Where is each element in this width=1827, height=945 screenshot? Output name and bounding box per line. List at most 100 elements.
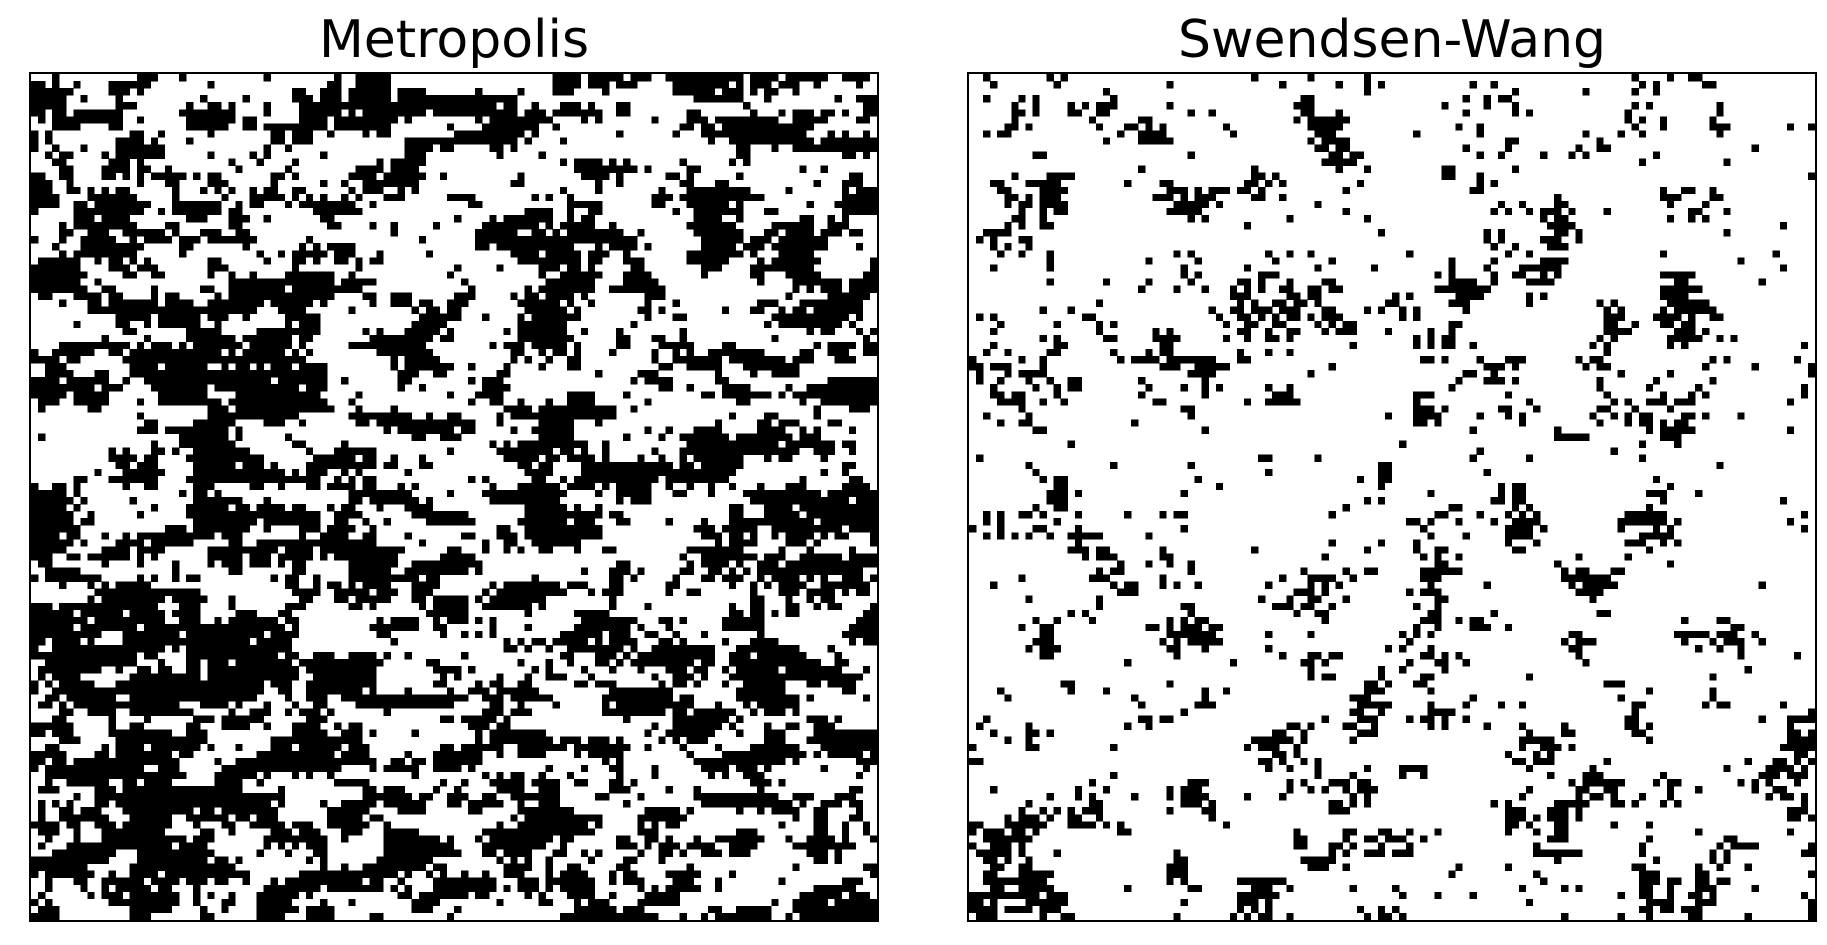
metropolis-spin-run	[439, 870, 448, 878]
swendsen-wang-spin-run	[1356, 179, 1364, 187]
swendsen-wang-spin-run	[1511, 546, 1527, 554]
metropolis-spin-run	[200, 186, 208, 195]
metropolis-spin-run	[700, 849, 723, 857]
metropolis-spin-run	[136, 532, 215, 540]
metropolis-spin-run	[559, 222, 596, 230]
metropolis-spin-run	[468, 475, 476, 484]
metropolis-spin-run	[108, 123, 123, 131]
metropolis-spin-run	[298, 341, 307, 350]
swendsen-wang-spin-run	[1547, 243, 1569, 251]
swendsen-wang-spin-run	[1166, 186, 1188, 195]
metropolis-spin-run	[693, 835, 701, 843]
metropolis-spin-run	[468, 398, 476, 406]
swendsen-wang-spin-run	[1582, 771, 1604, 780]
metropolis-spin-run	[348, 652, 377, 660]
metropolis-spin-run	[256, 504, 285, 512]
swendsen-wang-spin-run	[1307, 74, 1315, 82]
metropolis-spin-run	[623, 257, 645, 265]
swendsen-wang-spin-run	[1716, 616, 1731, 625]
metropolis-spin-run	[320, 215, 335, 223]
metropolis-spin-run	[263, 842, 271, 850]
metropolis-spin-run	[101, 581, 109, 589]
metropolis-spin-run	[651, 356, 659, 364]
metropolis-spin-run	[31, 722, 74, 730]
metropolis-spin-run	[305, 461, 377, 469]
metropolis-spin-run	[862, 348, 877, 357]
metropolis-spin-run	[517, 88, 525, 96]
metropolis-spin-run	[679, 454, 687, 462]
metropolis-spin-run	[672, 81, 730, 89]
metropolis-spin-run	[524, 673, 532, 681]
swendsen-wang-spin-run	[1046, 278, 1054, 286]
metropolis-spin-run	[503, 363, 511, 371]
swendsen-wang-spin-run	[1194, 186, 1202, 195]
metropolis-spin-run	[869, 264, 877, 272]
metropolis-spin-run	[298, 532, 307, 540]
metropolis-spin-run	[693, 793, 779, 801]
swendsen-wang-spin-run	[1497, 489, 1505, 498]
metropolis-spin-run	[651, 116, 659, 124]
swendsen-wang-spin-run	[1688, 74, 1703, 82]
metropolis-spin-run	[31, 179, 53, 187]
metropolis-spin-run	[813, 341, 821, 350]
metropolis-spin-run	[390, 616, 419, 625]
swendsen-wang-spin-run	[1363, 215, 1372, 223]
swendsen-wang-spin-run	[997, 525, 1005, 533]
metropolis-spin-run	[841, 207, 877, 216]
metropolis-spin-run	[45, 884, 53, 892]
metropolis-spin-run	[489, 701, 504, 709]
swendsen-wang-spin-run	[1758, 771, 1780, 780]
metropolis-spin-run	[305, 856, 314, 864]
swendsen-wang-spin-run	[1025, 743, 1040, 751]
metropolis-spin-run	[538, 786, 560, 794]
swendsen-wang-spin-run	[1032, 616, 1040, 625]
swendsen-wang-spin-run	[1476, 172, 1484, 180]
metropolis-spin-run	[714, 743, 723, 751]
swendsen-wang-spin-run	[1243, 398, 1252, 406]
swendsen-wang-spin-run	[990, 786, 998, 794]
swendsen-wang-spin-run	[1145, 384, 1153, 392]
metropolis-spin-run	[616, 130, 624, 138]
swendsen-wang-spin-run	[1187, 461, 1195, 469]
metropolis-spin-run	[320, 863, 328, 871]
swendsen-wang-spin-run	[1441, 165, 1456, 173]
metropolis-spin-run	[122, 807, 194, 815]
swendsen-wang-spin-run	[1046, 257, 1054, 265]
swendsen-wang-spin-run	[976, 313, 984, 321]
swendsen-wang-spin-run	[1455, 553, 1463, 561]
swendsen-wang-spin-run	[1681, 320, 1696, 328]
metropolis-spin-run	[700, 271, 708, 279]
metropolis-spin-run	[609, 158, 617, 166]
swendsen-wang-spin-run	[1053, 504, 1068, 512]
swendsen-wang-spin-run	[1046, 891, 1068, 900]
metropolis-spin-run	[87, 306, 257, 314]
swendsen-wang-spin-run	[1807, 172, 1815, 180]
metropolis-spin-run	[108, 898, 180, 907]
swendsen-wang-spin-run	[1779, 793, 1795, 801]
metropolis-spin-run	[700, 236, 744, 244]
metropolis-spin-run	[496, 856, 504, 864]
metropolis-spin-run	[616, 489, 652, 498]
swendsen-wang-spin-run	[1603, 391, 1611, 399]
metropolis-spin-run	[66, 553, 81, 561]
metropolis-spin-run	[200, 285, 215, 293]
swendsen-wang-spin-run	[1039, 645, 1061, 653]
metropolis-spin-run	[580, 468, 737, 477]
swendsen-wang-spin-run	[1039, 398, 1047, 406]
metropolis-spin-run	[545, 884, 553, 892]
swendsen-wang-spin-run	[1462, 715, 1470, 723]
metropolis-spin-run	[348, 560, 398, 568]
swendsen-wang-spin-run	[976, 454, 984, 462]
swendsen-wang-spin-run	[1399, 891, 1407, 900]
metropolis-spin-run	[214, 877, 229, 885]
metropolis-spin-run	[31, 278, 81, 286]
metropolis-spin-run	[404, 137, 518, 145]
swendsen-wang-spin-run	[983, 828, 1005, 836]
metropolis-spin-run	[721, 123, 814, 131]
swendsen-wang-spin-run	[1363, 764, 1372, 773]
swendsen-wang-spin-run	[1490, 800, 1498, 808]
swendsen-wang-spin-run	[1504, 800, 1513, 808]
metropolis-spin-run	[616, 341, 631, 350]
metropolis-spin-run	[172, 595, 208, 603]
metropolis-spin-run	[651, 673, 659, 681]
